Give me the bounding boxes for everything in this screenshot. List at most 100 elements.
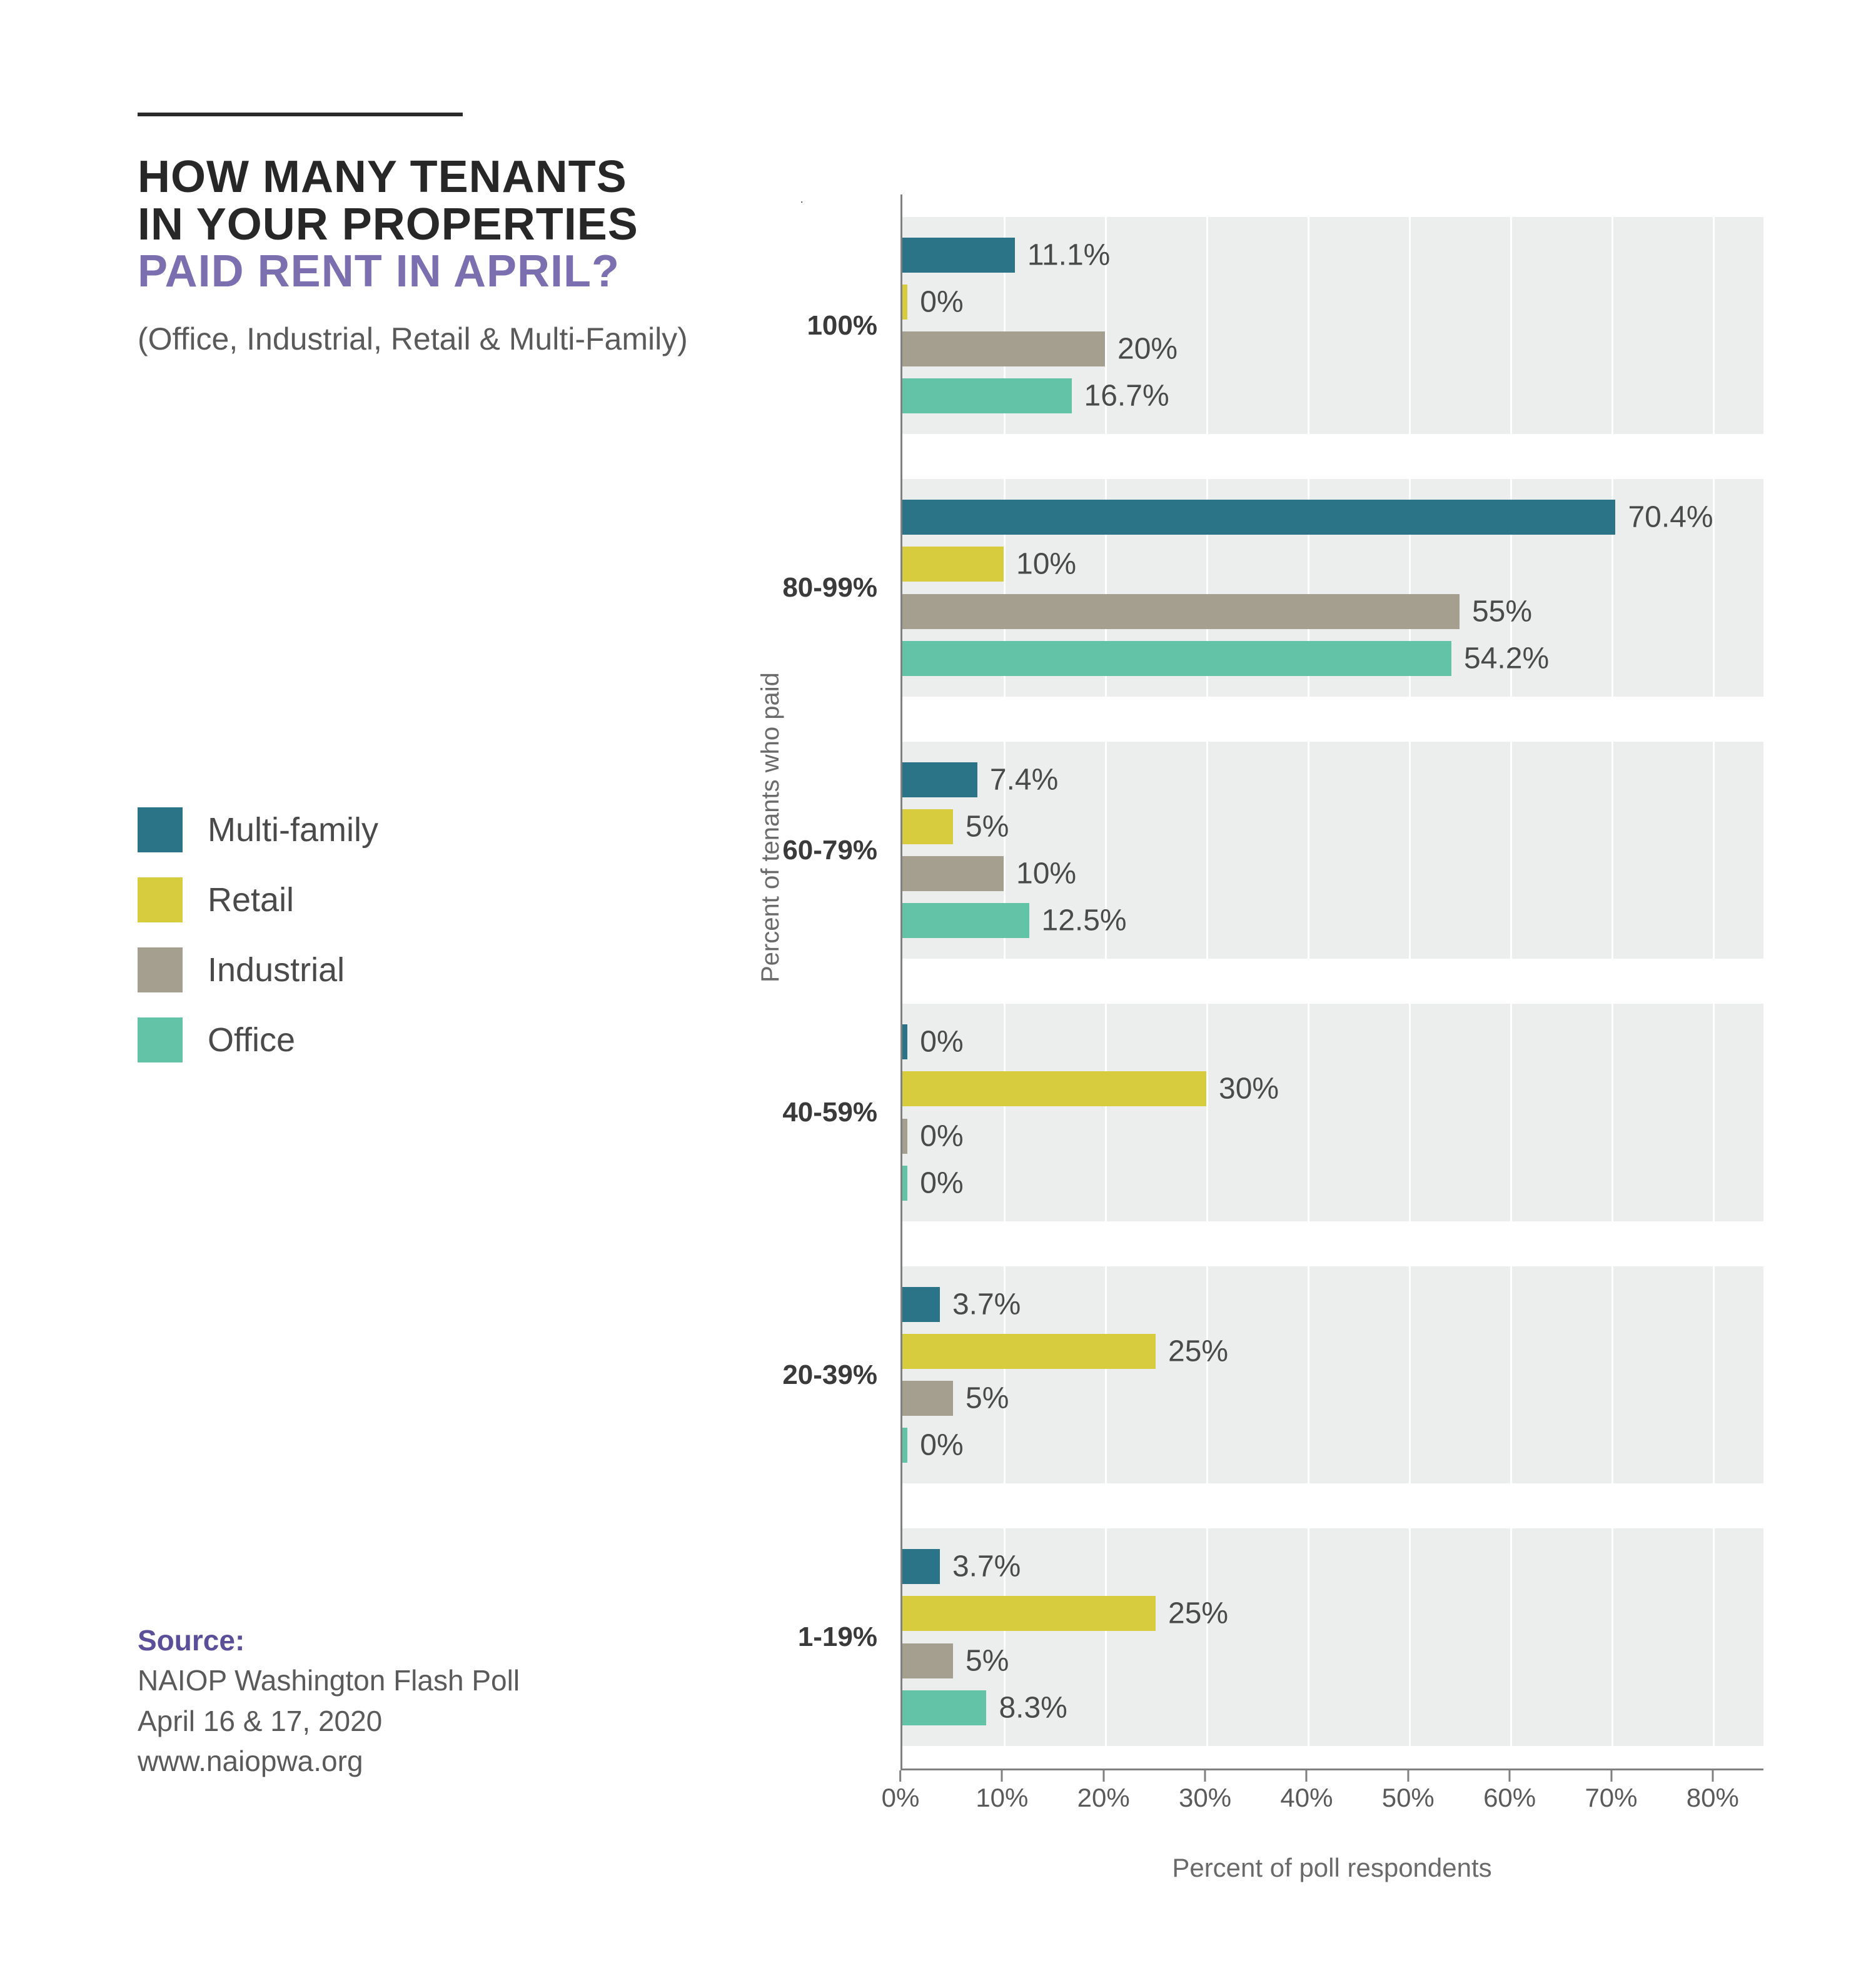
- x-tick-mark: [1306, 1770, 1308, 1782]
- bar-row: 5%: [902, 809, 1763, 844]
- x-tick-mark: [899, 1770, 901, 1782]
- legend-swatch: [138, 877, 183, 922]
- bar: 0%: [902, 1119, 907, 1154]
- bar-row: 0%: [902, 1119, 1763, 1154]
- bar-row: 3.7%: [902, 1287, 1763, 1322]
- source-block: Source: NAIOP Washington Flash Poll Apri…: [138, 1620, 520, 1782]
- bar: 5%: [902, 1643, 953, 1678]
- bar-group: 20-39%3.7%25%5%0%: [902, 1244, 1763, 1506]
- bar-group: 100%11.1%0%20%16.7%: [902, 194, 1763, 457]
- bar-value-label: 70.4%: [1615, 500, 1713, 535]
- bar-row: 11.1%: [902, 238, 1763, 273]
- legend-swatch: [138, 947, 183, 992]
- bar-value-label: 8.3%: [986, 1690, 1067, 1725]
- bar: 70.4%: [902, 500, 1615, 535]
- bar-groups: 100%11.1%0%20%16.7%80-99%70.4%10%55%54.2…: [902, 194, 1763, 1769]
- bar-row: 16.7%: [902, 378, 1763, 413]
- bar-row: 54.2%: [902, 641, 1763, 676]
- bar-row: 20%: [902, 331, 1763, 366]
- group-label: 1-19%: [798, 1622, 902, 1653]
- bar-value-label: 12.5%: [1029, 904, 1127, 938]
- source-line-1: NAIOP Washington Flash Poll: [138, 1660, 520, 1700]
- bar: 10%: [902, 547, 1004, 582]
- bar-row: 70.4%: [902, 500, 1763, 535]
- chart-area: Percent of tenants who paid 100%11.1%0%2…: [800, 194, 1763, 1958]
- bar-value-label: 3.7%: [940, 1287, 1021, 1321]
- bar-value-label: 0%: [907, 1166, 963, 1200]
- bar-value-label: 25%: [1156, 1334, 1228, 1368]
- legend: Multi-family Retail Industrial Office: [138, 807, 378, 1087]
- bar: 0%: [902, 1166, 907, 1201]
- bar-value-label: 11.1%: [1015, 238, 1111, 272]
- body-row: Multi-family Retail Industrial Office Sourc…: [138, 194, 1763, 1958]
- x-tick-label: 80%: [1687, 1783, 1739, 1813]
- bar: 25%: [902, 1596, 1156, 1631]
- x-tick: 60%: [1483, 1783, 1536, 1813]
- bar: 0%: [902, 1428, 907, 1463]
- source-label: Source:: [138, 1620, 520, 1660]
- x-tick-label: 0%: [882, 1783, 920, 1813]
- bar-value-label: 0%: [907, 285, 963, 319]
- legend-label: Industrial: [208, 951, 345, 989]
- x-tick-label: 40%: [1280, 1783, 1333, 1813]
- legend-item: Office: [138, 1017, 378, 1062]
- bar-value-label: 5%: [953, 1643, 1009, 1678]
- bar-row: 3.7%: [902, 1549, 1763, 1584]
- bar: 5%: [902, 809, 953, 844]
- legend-item: Multi-family: [138, 807, 378, 852]
- bar-group: 80-99%70.4%10%55%54.2%: [902, 457, 1763, 719]
- x-tick-mark: [1407, 1770, 1409, 1782]
- bar: 5%: [902, 1381, 953, 1416]
- x-tick-mark: [1712, 1770, 1713, 1782]
- group-label: 60-79%: [782, 835, 902, 866]
- x-tick-label: 50%: [1382, 1783, 1435, 1813]
- bar-value-label: 5%: [953, 809, 1009, 844]
- bar-group: 1-19%3.7%25%5%8.3%: [902, 1506, 1763, 1769]
- bar-row: 8.3%: [902, 1690, 1763, 1725]
- bar-row: 55%: [902, 594, 1763, 629]
- bar-row: 12.5%: [902, 903, 1763, 938]
- x-tick-label: 30%: [1179, 1783, 1231, 1813]
- source-line-3: www.naiopwa.org: [138, 1741, 520, 1781]
- bar-row: 10%: [902, 856, 1763, 891]
- legend-label: Multi-family: [208, 810, 378, 849]
- title-rule: [138, 113, 463, 116]
- bar: 11.1%: [902, 238, 1015, 273]
- x-tick-mark: [1001, 1770, 1003, 1782]
- bar: 30%: [902, 1071, 1206, 1106]
- bar-row: 0%: [902, 1428, 1763, 1463]
- x-axis-title: Percent of poll respondents: [900, 1853, 1763, 1883]
- bar: 0%: [902, 1024, 907, 1059]
- bar-row: 0%: [902, 1024, 1763, 1059]
- x-tick-label: 70%: [1585, 1783, 1637, 1813]
- bar: 12.5%: [902, 903, 1029, 938]
- group-label: 40-59%: [782, 1097, 902, 1128]
- x-tick: 30%: [1179, 1783, 1231, 1813]
- bar: 10%: [902, 856, 1004, 891]
- x-tick: 80%: [1687, 1783, 1739, 1813]
- bar: 20%: [902, 331, 1105, 366]
- legend-swatch: [138, 1017, 183, 1062]
- x-tick-label: 60%: [1483, 1783, 1536, 1813]
- bar: 3.7%: [902, 1287, 940, 1322]
- x-axis-ticks: 0%10%20%30%40%50%60%70%80%: [900, 1783, 1763, 1820]
- x-tick: 0%: [882, 1783, 920, 1813]
- bar-group: 60-79%7.4%5%10%12.5%: [902, 719, 1763, 982]
- x-tick-mark: [1204, 1770, 1206, 1782]
- bar-value-label: 3.7%: [940, 1550, 1021, 1584]
- bar: 0%: [902, 285, 907, 320]
- legend-item: Industrial: [138, 947, 378, 992]
- bar-row: 5%: [902, 1381, 1763, 1416]
- bars: 3.7% 25% 5% 0%: [902, 1266, 1763, 1484]
- bar-value-label: 16.7%: [1072, 379, 1169, 413]
- x-tick-mark: [1102, 1770, 1104, 1782]
- page: HOW MANY TENANTS IN YOUR PROPERTIES PAID…: [0, 0, 1876, 1963]
- bar-row: 0%: [902, 285, 1763, 320]
- x-tick: 70%: [1585, 1783, 1637, 1813]
- bar-value-label: 0%: [907, 1428, 963, 1463]
- bar-value-label: 10%: [1004, 857, 1076, 891]
- bars: 0%30%0%0%: [902, 1004, 1763, 1221]
- x-tick-mark: [1610, 1770, 1612, 1782]
- bar-row: 25%: [902, 1334, 1763, 1369]
- legend-item: Retail: [138, 877, 378, 922]
